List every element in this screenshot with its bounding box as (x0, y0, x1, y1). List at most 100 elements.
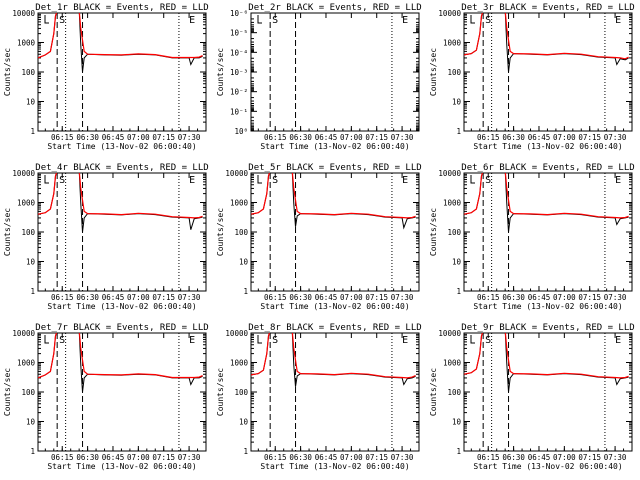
y-axis-label: Counts/sec (216, 48, 225, 96)
x-tick-label: 06:15 (51, 453, 74, 462)
lld-series-line (251, 173, 416, 219)
corner-marker (257, 335, 262, 344)
x-tick-label: 06:30 (289, 133, 312, 142)
y-tick-label: 1 (243, 287, 248, 296)
chart-panel: Det_1r BLACK = Events, RED = LLD 1 10 100 10… (3, 3, 209, 151)
x-tick-label: 07:15 (365, 293, 388, 302)
x-tick-label: 07:30 (604, 133, 627, 142)
y-axis-label: Counts/sec (216, 368, 225, 416)
y-tick-label: 1 (456, 287, 461, 296)
x-tick-label: 06:30 (76, 293, 99, 302)
chart-title: Det_3r BLACK = Events, RED = LLD (461, 3, 634, 13)
y-axis-label: Counts/sec (3, 48, 12, 96)
y-tick-label: 100 (234, 228, 248, 237)
x-tick-label: 06:15 (477, 293, 500, 302)
end-marker-label: E (189, 15, 195, 26)
x-tick-label: 06:15 (51, 133, 74, 142)
y-tick-label: 10 (239, 418, 249, 427)
x-tick-label: 07:30 (178, 293, 201, 302)
plot-frame (250, 332, 420, 452)
start-marker-label: S (272, 15, 278, 26)
chart-panel: Det_6r BLACK = Events, RED = LLD 1 10 100 10… (429, 163, 635, 311)
corner-marker (44, 15, 49, 24)
plot-frame (37, 332, 207, 452)
x-tick-label: 06:15 (264, 133, 287, 142)
corner-marker (470, 335, 475, 344)
chart-title: Det_6r BLACK = Events, RED = LLD (461, 163, 634, 173)
chart-title: Det_2r BLACK = Events, RED = LLD (248, 3, 421, 13)
x-tick-label: 07:00 (340, 453, 363, 462)
y-tick-label: 10 (26, 258, 36, 267)
y-tick-label: 1000 (443, 359, 462, 368)
y-tick-label: 10000 (438, 329, 461, 338)
y-tick-label: 100 (21, 388, 35, 397)
x-tick-label: 06:45 (102, 293, 125, 302)
x-tick-label: 06:15 (264, 453, 287, 462)
x-tick-label: 07:15 (578, 293, 601, 302)
lld-series-line (38, 13, 203, 59)
y-tick-label: 100 (447, 68, 461, 77)
x-tick-label: 07:15 (578, 453, 601, 462)
x-tick-label: 07:00 (553, 453, 576, 462)
y-tick-label: 10000 (225, 329, 248, 338)
x-tick-label: 07:30 (391, 293, 414, 302)
x-tick-label: 07:00 (553, 293, 576, 302)
plot-frame (250, 12, 420, 132)
x-tick-label: 07:00 (553, 133, 576, 142)
y-tick-label: 1000 (17, 39, 36, 48)
corner-marker (44, 335, 49, 344)
x-tick-label: 07:30 (604, 293, 627, 302)
x-tick-label: 06:15 (51, 293, 74, 302)
x-tick-label: 07:00 (340, 293, 363, 302)
x-tick-label: 07:00 (127, 133, 150, 142)
x-tick-label: 07:15 (152, 453, 175, 462)
chart-title: Det_4r BLACK = Events, RED = LLD (35, 163, 208, 173)
x-tick-label: 07:30 (391, 133, 414, 142)
y-tick-label: 10 (452, 258, 462, 267)
end-marker-label: E (189, 335, 195, 346)
plot-frame (463, 172, 633, 292)
end-marker-label: E (402, 175, 408, 186)
lld-series-line (464, 333, 629, 379)
y-tick-label: 10 (452, 418, 462, 427)
y-tick-label: 1 (30, 127, 35, 136)
lld-series-line (464, 173, 629, 219)
x-tick-label: 06:15 (264, 293, 287, 302)
lld-series-line (38, 333, 203, 379)
y-axis-label: Counts/sec (3, 208, 12, 256)
end-marker-label: E (615, 15, 621, 26)
lld-series-line (251, 333, 416, 379)
y-tick-label: 10 (26, 98, 36, 107)
y-tick-label: 100 (234, 388, 248, 397)
x-axis-label: Start Time (13-Nov-02 06:00:40) (260, 462, 409, 471)
y-tick-label: 1000 (17, 199, 36, 208)
plot-frame (37, 172, 207, 292)
y-tick-label: 100 (21, 68, 35, 77)
end-marker-label: E (615, 335, 621, 346)
y-axis-label: Counts/sec (429, 48, 438, 96)
y-tick-label: 100 (447, 228, 461, 237)
y-tick-label: 10000 (12, 9, 35, 18)
x-tick-label: 06:45 (315, 293, 338, 302)
start-marker-label: S (272, 335, 278, 346)
chart-title: Det_8r BLACK = Events, RED = LLD (248, 323, 421, 333)
y-tick-label: 10000 (225, 169, 248, 178)
chart-panel: Det_7r BLACK = Events, RED = LLD 1 10 100 10… (3, 323, 209, 471)
x-tick-label: 07:30 (391, 453, 414, 462)
x-tick-label: 06:30 (289, 293, 312, 302)
y-tick-label: 1000 (230, 199, 249, 208)
x-tick-label: 07:30 (178, 133, 201, 142)
x-tick-label: 07:15 (152, 133, 175, 142)
chart-panel: Det_2r BLACK = Events, RED = LLD 10⁰ 10⁻¹ 1… (216, 3, 422, 151)
y-axis-label: Counts/sec (429, 368, 438, 416)
y-tick-label: 10 (452, 98, 462, 107)
y-tick-label: 1 (456, 447, 461, 456)
chart-panel: Det_5r BLACK = Events, RED = LLD 1 10 100 10… (216, 163, 422, 311)
y-axis-label: Counts/sec (216, 208, 225, 256)
chart-title: Det_9r BLACK = Events, RED = LLD (461, 323, 634, 333)
x-tick-label: 07:15 (365, 453, 388, 462)
x-tick-label: 06:30 (502, 133, 525, 142)
x-tick-label: 06:45 (528, 453, 551, 462)
y-tick-label: 100 (21, 228, 35, 237)
